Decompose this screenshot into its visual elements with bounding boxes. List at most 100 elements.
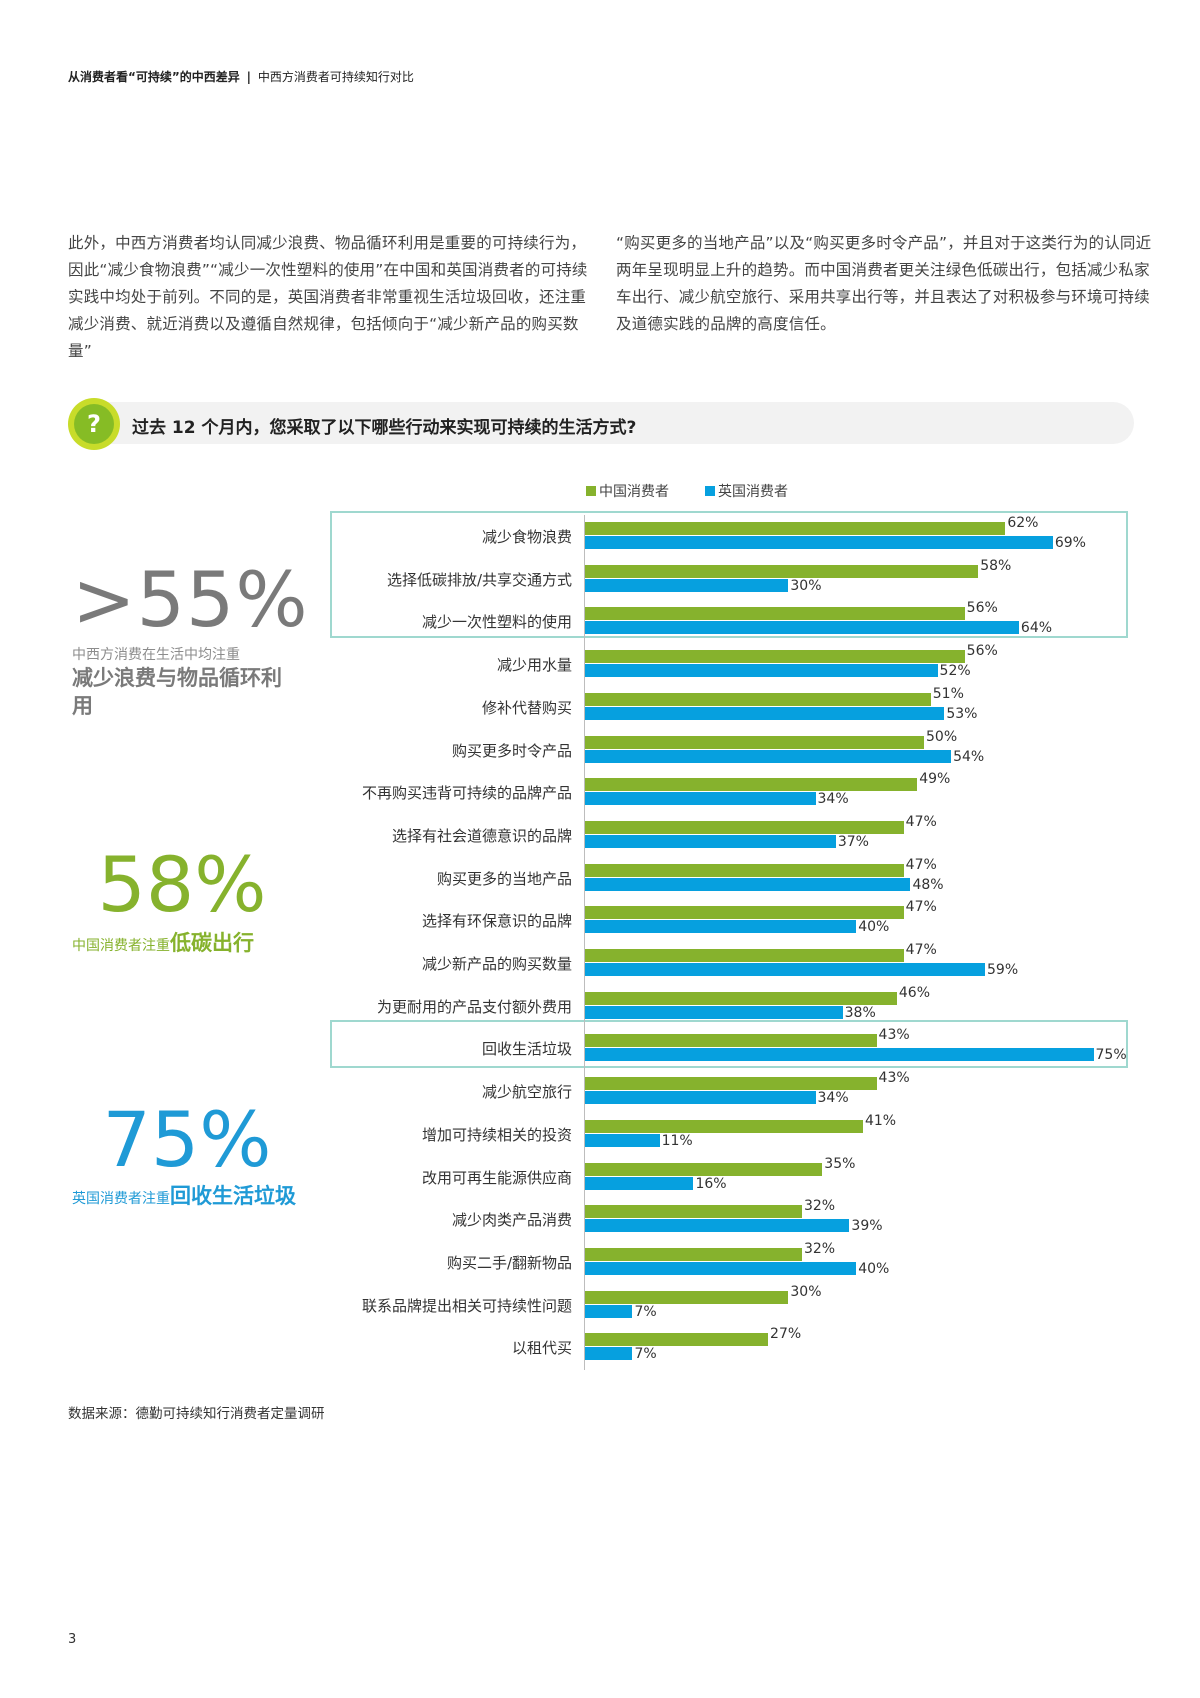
value-label-uk: 11% — [661, 1132, 693, 1149]
question-mark-icon: ? — [68, 398, 120, 450]
value-label-china: 30% — [790, 1283, 822, 1300]
bar-uk — [585, 1304, 633, 1318]
bar-china — [585, 949, 904, 962]
bar-uk — [585, 920, 857, 934]
intro-paragraph-left: 此外，中西方消费者均认同减少浪费、物品循环利用是重要的可持续行为，因此“减少食物… — [68, 234, 588, 360]
category-label: 改用可再生能源供应商 — [421, 1168, 572, 1187]
value-label-china: 46% — [898, 984, 930, 1001]
value-label-uk: 75% — [1095, 1047, 1127, 1064]
bar-uk — [585, 1347, 633, 1361]
value-label-china: 32% — [803, 1198, 836, 1215]
highlight-box-top — [330, 511, 1128, 638]
bar-china — [585, 692, 931, 706]
stat-block-both: >55% 中西方消费在生活中均注重 减少浪费与物品循环利用 — [72, 560, 309, 720]
intro-paragraph-right: “购买更多的当地产品”以及“购买更多时令产品”，并且对于这类行为的认同近两年呈现… — [616, 234, 1152, 333]
chart-legend: 中国消费者 英国消费者 — [586, 481, 788, 501]
bar-china — [585, 650, 965, 664]
bar-uk — [585, 1005, 843, 1019]
stat-highlight: 回收生活垃圾 — [170, 1184, 296, 1208]
value-label-china: 56% — [966, 600, 998, 617]
stat-block-china: 58% 中国消费者注重低碳出行 — [72, 845, 292, 957]
chart-question-title: 过去 12 个月内，您采取了以下哪些行动来实现可持续的生活方式? — [132, 418, 637, 438]
bar-uk — [585, 1219, 850, 1233]
value-label-china: 43% — [878, 1027, 910, 1044]
category-label: 减少新产品的购买数量 — [421, 955, 572, 973]
category-label: 减少航空旅行 — [481, 1083, 572, 1102]
value-label-uk: 48% — [912, 876, 944, 893]
bar-uk — [585, 877, 911, 891]
category-label: 减少用水量 — [496, 656, 572, 675]
bar-china — [585, 1205, 802, 1219]
category-label: 选择有环保意识的品牌 — [421, 912, 572, 931]
value-label-china: 43% — [878, 1070, 910, 1087]
value-label-china: 47% — [905, 856, 937, 873]
legend-item-china: 中国消费者 — [586, 481, 669, 501]
category-label: 减少食物浪费 — [481, 528, 572, 546]
legend-item-uk: 英国消费者 — [705, 481, 788, 501]
bar-uk — [585, 578, 789, 592]
value-label-china: 47% — [905, 813, 937, 830]
category-label: 修补代替购买 — [481, 698, 572, 717]
question-banner — [72, 402, 1134, 444]
value-label-china: 32% — [803, 1240, 836, 1257]
bar-china — [585, 1290, 789, 1304]
bar-uk — [585, 1261, 857, 1275]
legend-swatch-blue — [705, 486, 715, 496]
category-label: 减少肉类产品消费 — [451, 1211, 572, 1230]
chart-row: 回收生活垃圾 43% 75% — [0, 1027, 1200, 1070]
bar-china — [585, 1034, 877, 1048]
bar-china — [585, 522, 1006, 535]
bar-china — [585, 863, 904, 877]
page-header: 从消费者看“可持续”的中西差异 | 中西方消费者可持续知行对比 — [68, 68, 414, 85]
header-subtitle: 中西方消费者可持续知行对比 — [257, 70, 414, 84]
category-label: 购买更多的当地产品 — [436, 869, 572, 888]
stat-highlight: 减少浪费与物品循环利用 — [72, 666, 282, 718]
category-label: 购买二手/翻新物品 — [446, 1253, 572, 1272]
value-label-china: 50% — [926, 728, 958, 745]
highlight-box-recycle — [330, 1020, 1128, 1068]
data-source-note: 数据来源：德勤可持续知行消费者定量调研 — [68, 1406, 325, 1422]
value-label-uk: 16% — [695, 1175, 727, 1192]
bar-uk — [585, 1176, 694, 1190]
value-label-uk: 7% — [634, 1303, 657, 1320]
value-label-china: 47% — [905, 899, 937, 916]
stat-highlight: 低碳出行 — [170, 931, 254, 955]
value-label-china: 56% — [966, 643, 998, 660]
stat-caption: 中国消费者注重 — [72, 938, 170, 954]
category-label: 减少一次性塑料的使用 — [421, 613, 572, 632]
category-label: 选择低碳排放/共享交通方式 — [386, 570, 572, 589]
bar-china — [585, 1333, 769, 1347]
value-label-uk: 64% — [1020, 620, 1053, 637]
value-label-uk: 53% — [946, 705, 978, 722]
category-label: 选择有社会道德意识的品牌 — [391, 826, 572, 845]
bar-uk — [585, 834, 836, 848]
stat-number: >55% — [72, 555, 309, 644]
stat-caption: 英国消费者注重 — [72, 1191, 170, 1207]
header-separator: | — [246, 70, 251, 84]
category-label: 联系品牌提出相关可持续性问题 — [361, 1296, 572, 1315]
stat-number: 75% — [102, 1095, 272, 1184]
bar-uk — [585, 1133, 660, 1147]
bar-china — [585, 1162, 823, 1176]
value-label-uk: 40% — [858, 1260, 890, 1277]
value-label-china: 47% — [905, 942, 937, 958]
value-label-uk: 40% — [858, 919, 890, 936]
value-label-china: 62% — [1007, 515, 1039, 531]
chart-row: 购买更多时令产品 50% 54% — [0, 729, 1200, 772]
chart-row: 不再购买违背可持续的品牌产品 49% 34% — [0, 771, 1200, 814]
bar-uk — [585, 664, 938, 678]
value-label-uk: 39% — [851, 1218, 883, 1235]
category-label: 以租代买 — [511, 1339, 572, 1358]
chart-row: 联系品牌提出相关可持续性问题 30% 7% — [0, 1284, 1200, 1327]
bar-china — [585, 1077, 877, 1091]
bar-china — [585, 1119, 863, 1133]
bar-china — [585, 991, 897, 1005]
chart-axis — [584, 515, 585, 1370]
category-label: 为更耐用的产品支付额外费用 — [376, 997, 572, 1016]
value-label-china: 27% — [770, 1326, 802, 1343]
value-label-uk: 59% — [987, 962, 1019, 978]
value-label-uk: 34% — [817, 791, 849, 808]
chart-row: 减少食物浪费 62% 69% — [0, 515, 1200, 558]
chart-row: 购买二手/翻新物品 32% 40% — [0, 1241, 1200, 1284]
value-label-uk: 34% — [817, 1090, 849, 1107]
